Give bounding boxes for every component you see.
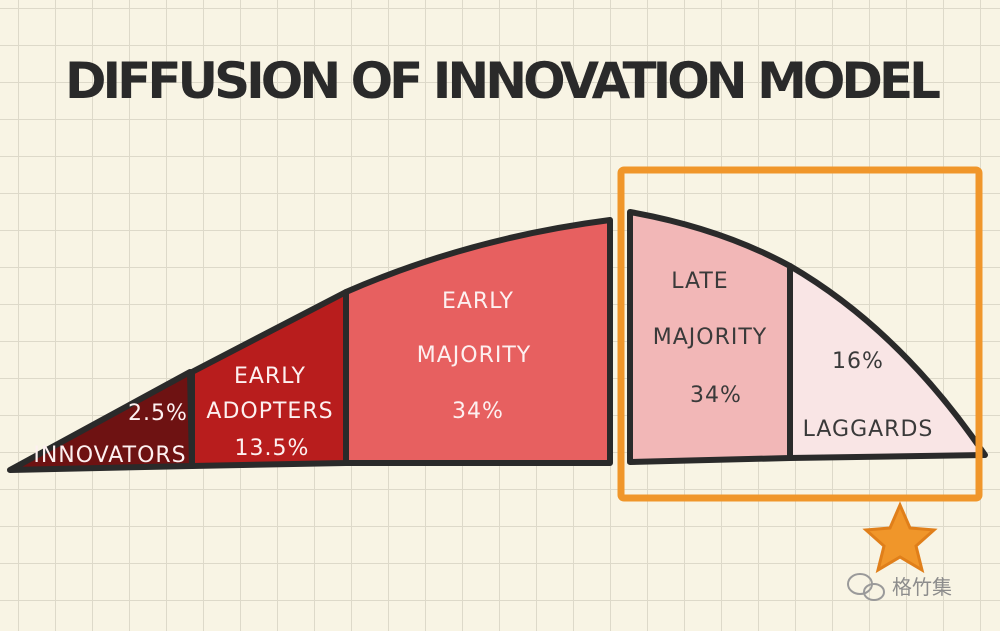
segment-label: ADOPTERS: [206, 399, 333, 424]
segment-label: INNOVATORS: [33, 443, 186, 468]
segment-label: LATE: [671, 269, 728, 294]
highlight-box: [617, 166, 983, 502]
segment-label: MAJORITY: [417, 343, 532, 368]
wechat-icon: [847, 573, 885, 601]
segment-percent: 34%: [690, 383, 742, 408]
segment-percent: 13.5%: [235, 436, 310, 461]
segment-label: LAGGARDS: [803, 417, 934, 442]
title: DIFFUSION OF INNOVATION MODEL: [65, 52, 945, 110]
watermark: 格竹集: [892, 575, 952, 599]
early-majority-segment: [343, 217, 613, 466]
segment-percent: 2.5%: [128, 401, 188, 426]
segment-percent: 34%: [452, 399, 504, 424]
segment-label: EARLY: [234, 364, 306, 389]
star: [862, 501, 938, 574]
segment-percent: 16%: [832, 349, 884, 374]
segment-label: EARLY: [442, 289, 514, 314]
segment-label: MAJORITY: [653, 325, 768, 350]
